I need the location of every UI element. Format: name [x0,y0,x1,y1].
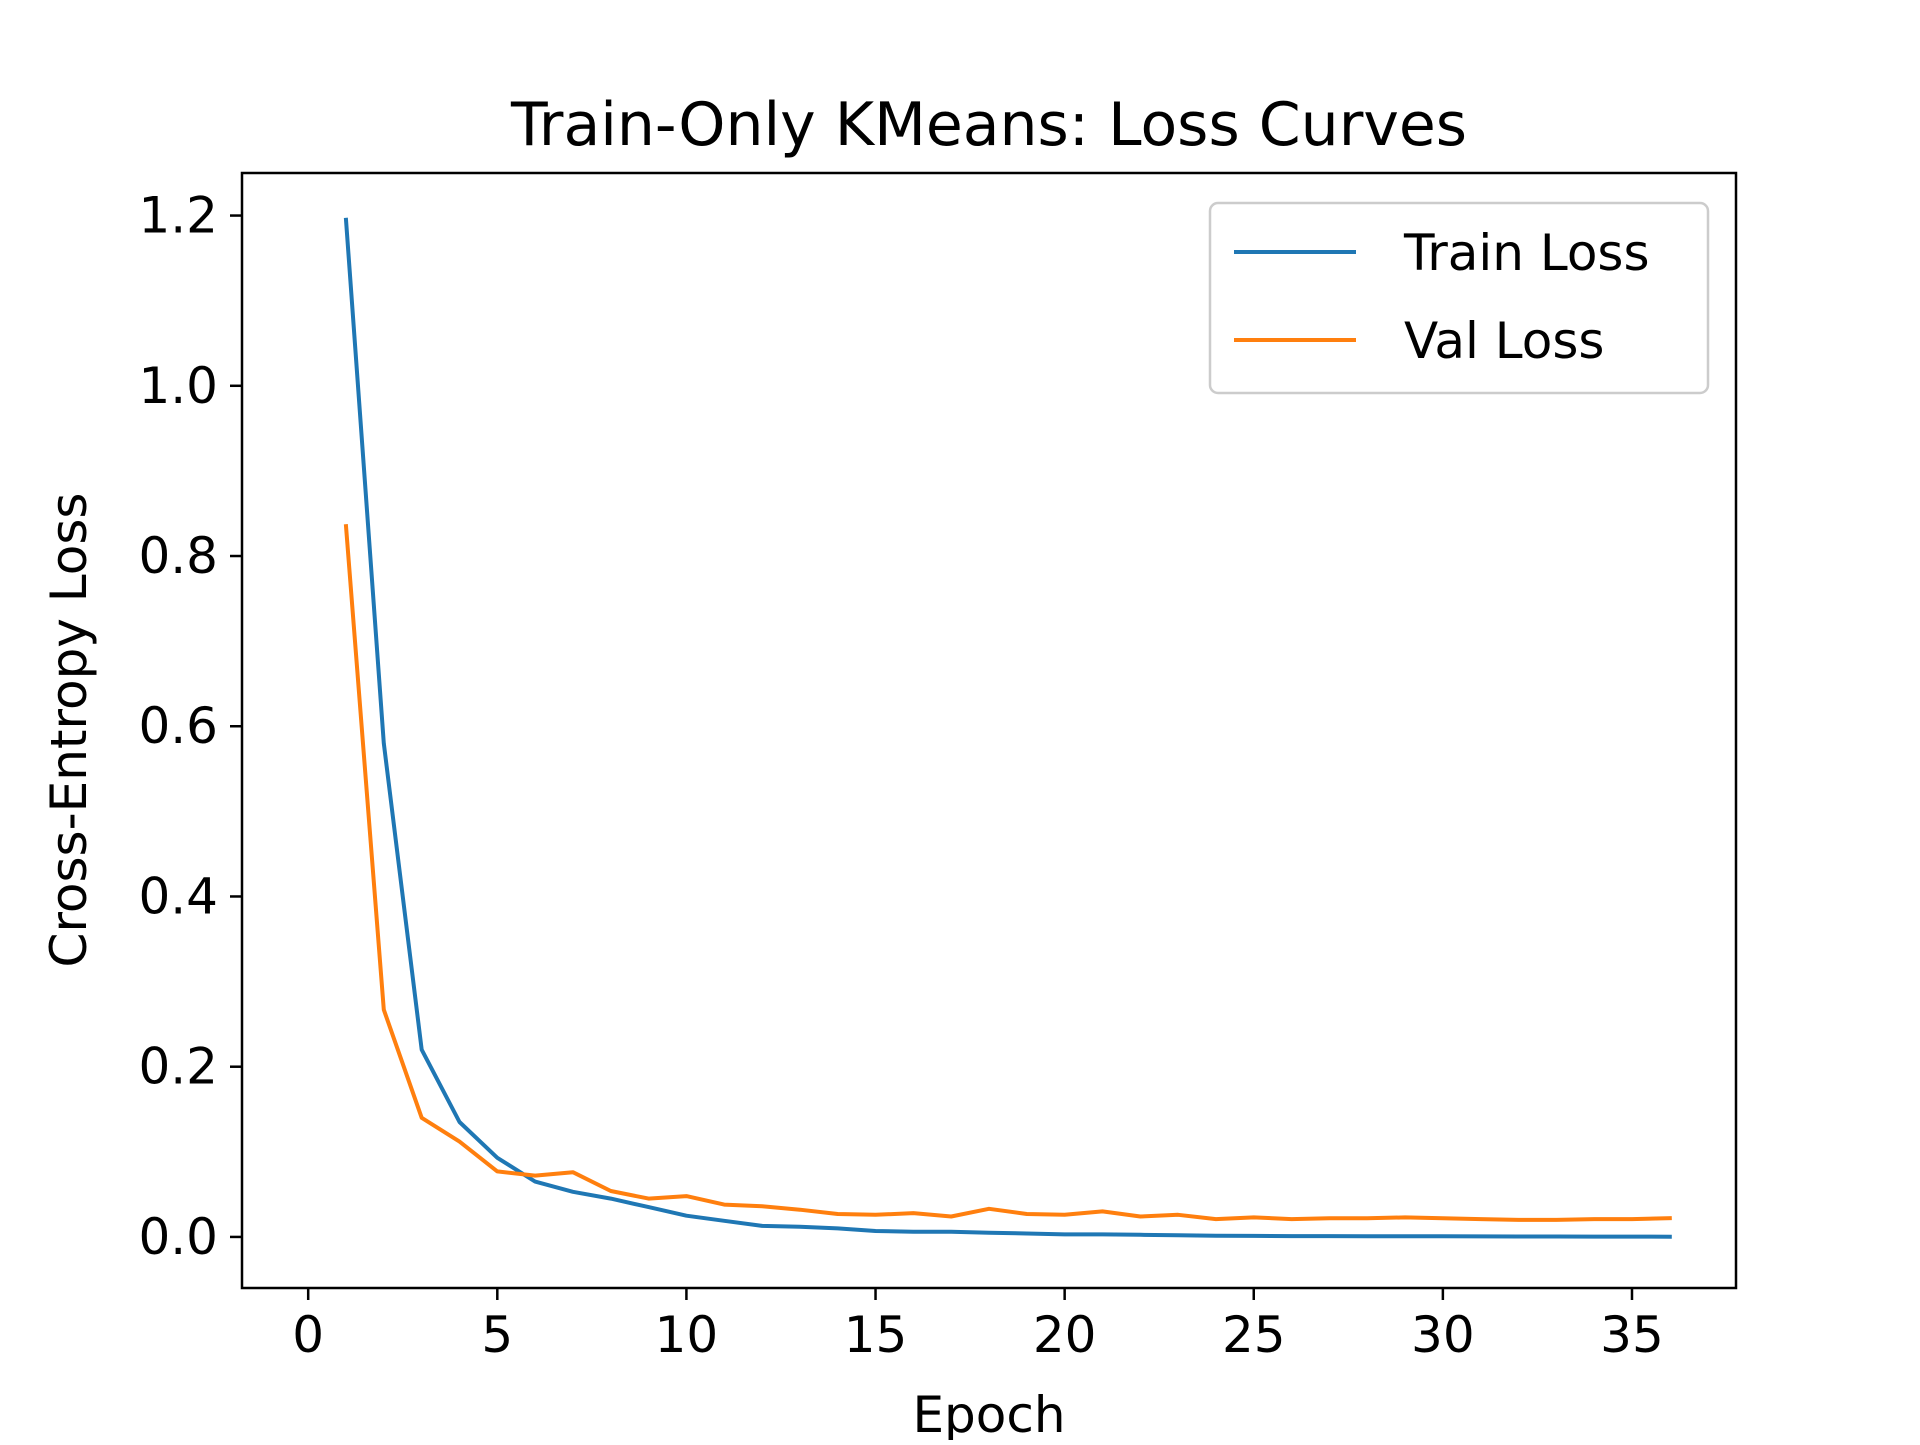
series-layer [343,217,1672,1239]
y-tick-label: 0.2 [138,1038,218,1096]
legend-label-val-loss: Val Loss [1404,312,1604,370]
x-tick-label: 25 [1222,1306,1286,1364]
plot-frame [240,171,1738,1290]
x-tick-label: 5 [481,1306,513,1364]
series-line-train-loss [343,217,1672,1239]
y-tick-label: 1.2 [138,187,218,245]
legend-label-train-loss: Train Loss [1403,224,1650,282]
x-tick-label: 35 [1600,1306,1664,1364]
x-axis-label: Epoch [912,1386,1065,1440]
y-axis-label: Cross-Entropy Loss [40,493,98,968]
chart-title: Train-Only KMeans: Loss Curves [510,90,1467,160]
y-tick-label: 0.6 [138,697,218,755]
x-tick-label: 10 [655,1306,719,1364]
y-tick-label: 0.0 [138,1208,218,1266]
x-tick-label: 20 [1033,1306,1097,1364]
y-tick-label: 1.0 [138,357,218,415]
y-tick-label: 0.8 [138,527,218,585]
x-tick-label: 30 [1411,1306,1475,1364]
legend: Train Loss Val Loss [1208,201,1710,395]
x-tick-label: 0 [292,1306,324,1364]
series-line-val-loss [343,524,1672,1222]
x-tick-label: 15 [844,1306,908,1364]
y-tick-label: 0.4 [138,867,218,925]
x-axis: 0 5 10 15 20 25 30 35 [292,1288,1664,1364]
y-axis: 0.0 0.2 0.4 0.6 0.8 1.0 1.2 [138,187,242,1266]
